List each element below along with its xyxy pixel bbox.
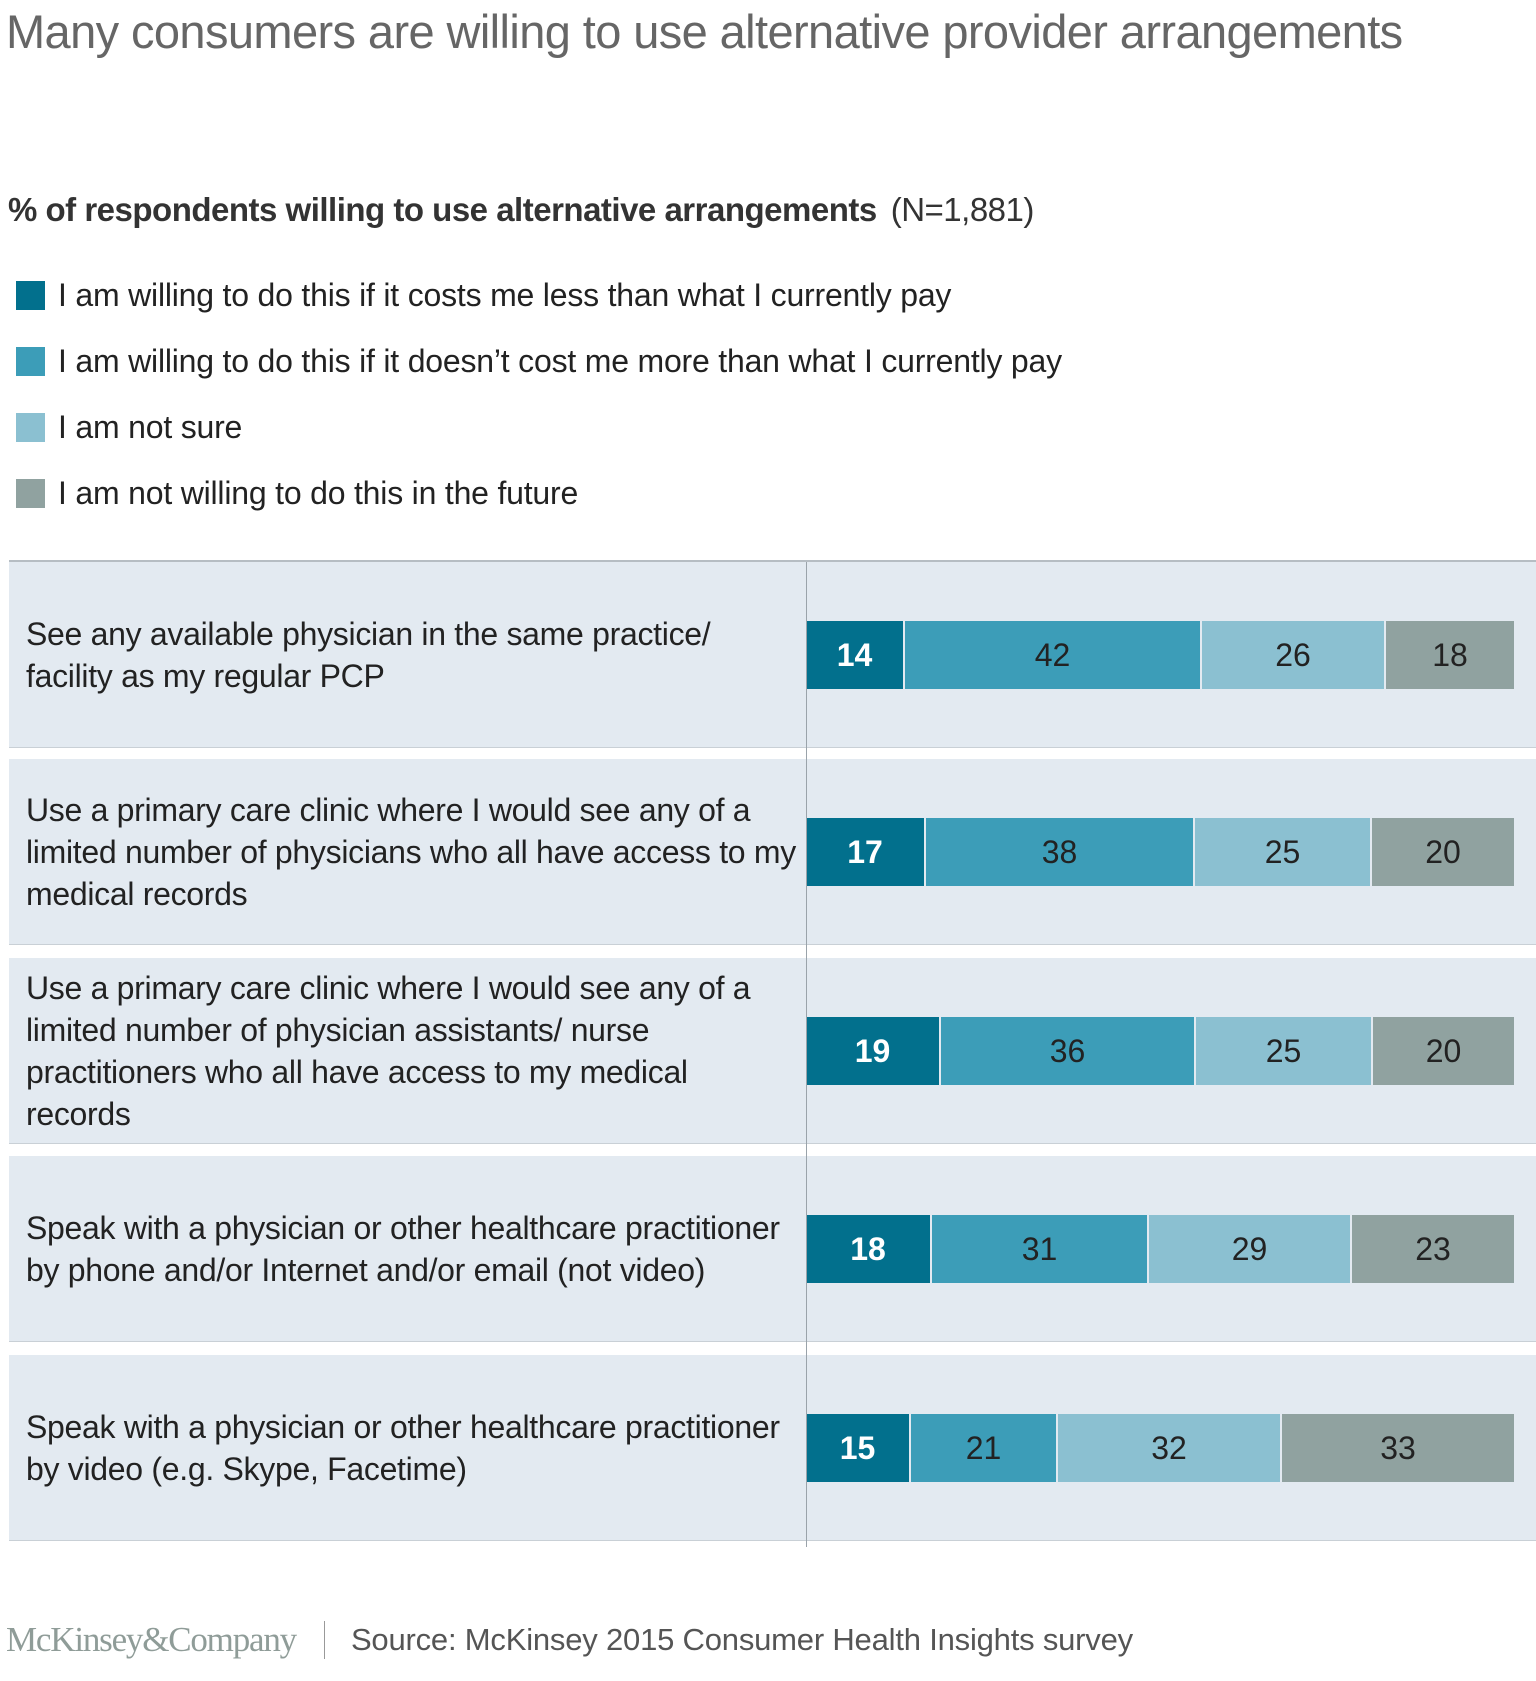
legend-item-not-willing: I am not willing to do this in the futur… [16, 460, 1062, 526]
data-label: 25 [1264, 833, 1301, 870]
stacked-bar: 14 42 26 18 [806, 621, 1514, 689]
data-label: 26 [1275, 636, 1311, 673]
legend-item-not-sure: I am not sure [16, 394, 1062, 460]
segment-not-sure: 29 [1149, 1215, 1352, 1283]
stacked-bar: 17 38 25 20 [806, 818, 1514, 886]
segment-not-sure: 32 [1058, 1414, 1282, 1482]
data-label: 19 [854, 1032, 891, 1069]
category-label: Use a primary care clinic where I would … [26, 970, 751, 1132]
data-label: 38 [1041, 833, 1078, 870]
chart-row: Speak with a physician or other healthca… [9, 1355, 1536, 1541]
data-label: 33 [1380, 1429, 1416, 1466]
legend-item-less-cost: I am willing to do this if it costs me l… [16, 262, 1062, 328]
footer-separator [323, 1621, 325, 1659]
category-label: Speak with a physician or other healthca… [26, 1210, 780, 1288]
legend-swatch [16, 280, 45, 310]
data-label: 20 [1425, 1032, 1462, 1069]
segment-not-willing: 20 [1372, 818, 1514, 886]
chart-row: Use a primary care clinic where I would … [9, 759, 1536, 945]
category-label: Speak with a physician or other healthca… [26, 1409, 780, 1487]
segment-not-willing: 23 [1352, 1215, 1514, 1283]
data-label: 32 [1151, 1429, 1187, 1466]
chart-top-border [9, 560, 1536, 562]
data-label: 36 [1049, 1032, 1086, 1069]
stacked-bar-chart: See any available physician in the same … [9, 560, 1536, 1550]
chart-subtitle: % of respondents willing to use alternat… [8, 188, 1034, 232]
segment-less-cost: 19 [806, 1017, 941, 1085]
data-label: 17 [847, 833, 883, 870]
segment-same-cost: 21 [911, 1414, 1058, 1482]
stacked-bar: 19 36 25 20 [806, 1017, 1514, 1085]
segment-less-cost: 14 [806, 621, 905, 689]
sample-size: (N=1,881) [890, 191, 1035, 228]
data-label: 29 [1231, 1230, 1268, 1267]
data-label: 42 [1034, 636, 1071, 673]
segment-less-cost: 17 [806, 818, 926, 886]
source-note: Source: McKinsey 2015 Consumer Health In… [350, 1622, 1133, 1657]
data-label: 15 [839, 1429, 876, 1466]
label-bar-divider [806, 562, 807, 1547]
legend-label: I am willing to do this if it doesn’t co… [58, 342, 1062, 379]
segment-not-sure: 26 [1202, 621, 1386, 689]
segment-same-cost: 31 [932, 1215, 1149, 1283]
segment-less-cost: 15 [806, 1414, 911, 1482]
data-label: 18 [850, 1230, 886, 1267]
data-label: 18 [1432, 636, 1468, 673]
stacked-bar: 18 31 29 23 [806, 1215, 1514, 1283]
data-label: 23 [1415, 1230, 1451, 1267]
legend-label: I am willing to do this if it costs me l… [58, 276, 952, 313]
category-label: See any available physician in the same … [26, 616, 711, 694]
segment-same-cost: 42 [905, 621, 1202, 689]
data-label: 31 [1021, 1230, 1058, 1267]
chart-title: Many consumers are willing to use altern… [6, 5, 1403, 58]
legend-label: I am not sure [58, 408, 243, 445]
subtitle-text: % of respondents willing to use alternat… [8, 191, 877, 228]
footer: McKinsey&Company Source: McKinsey 2015 C… [6, 1612, 1133, 1668]
segment-not-willing: 20 [1373, 1017, 1514, 1085]
segment-not-willing: 18 [1386, 621, 1514, 689]
data-label: 20 [1425, 833, 1461, 870]
legend-item-same-cost: I am willing to do this if it doesn’t co… [16, 328, 1062, 394]
segment-less-cost: 18 [806, 1215, 932, 1283]
segment-same-cost: 38 [926, 818, 1195, 886]
chart-row: Use a primary care clinic where I would … [9, 958, 1536, 1144]
data-label: 25 [1265, 1032, 1302, 1069]
stacked-bar: 15 21 32 33 [806, 1414, 1514, 1482]
legend-swatch [16, 346, 45, 376]
segment-not-sure: 25 [1195, 818, 1372, 886]
legend-swatch [16, 412, 45, 442]
company-logo: McKinsey&Company [6, 1620, 297, 1659]
data-label: 14 [836, 636, 873, 673]
segment-not-sure: 25 [1196, 1017, 1373, 1085]
chart-row: See any available physician in the same … [9, 562, 1536, 748]
category-label: Use a primary care clinic where I would … [26, 792, 796, 912]
segment-same-cost: 36 [941, 1017, 1196, 1085]
legend: I am willing to do this if it costs me l… [16, 262, 1062, 526]
chart-row: Speak with a physician or other healthca… [9, 1156, 1536, 1342]
legend-label: I am not willing to do this in the futur… [58, 474, 579, 511]
segment-not-willing: 33 [1282, 1414, 1514, 1482]
legend-swatch [16, 478, 45, 508]
data-label: 21 [965, 1429, 1002, 1466]
